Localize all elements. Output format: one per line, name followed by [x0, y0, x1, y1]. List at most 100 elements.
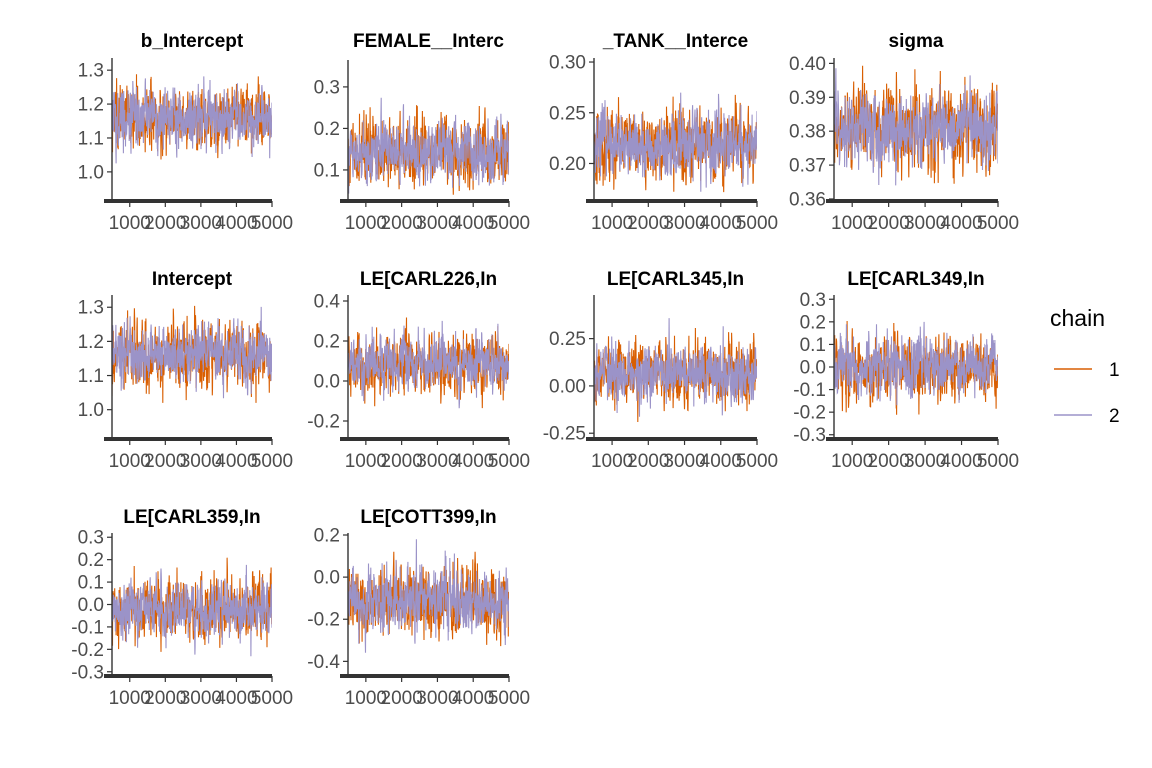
legend-label-chain-2: 2 — [1109, 406, 1120, 427]
trace-line-chain-2 — [112, 564, 272, 657]
y-tick-label: 1.3 — [78, 61, 104, 82]
panel-title: LE[CARL349,In — [847, 269, 984, 290]
panel-title: b_Intercept — [141, 31, 244, 52]
x-tick-label: 4000 — [452, 213, 494, 234]
y-tick-label: 1.1 — [78, 128, 104, 149]
x-tick-label: 2000 — [868, 213, 910, 234]
y-tick-label: 0.0 — [800, 358, 826, 379]
x-tick-label: 3000 — [663, 451, 705, 472]
x-tick-label: 5000 — [736, 451, 778, 472]
panel-title: LE[CARL226,In — [360, 269, 497, 290]
x-tick-label: 1000 — [591, 213, 633, 234]
panel-title: LE[CARL345,In — [607, 269, 744, 290]
y-tick-label: -0.2 — [307, 610, 340, 631]
y-tick-label: -0.4 — [307, 652, 340, 673]
y-tick-label: 1.0 — [78, 162, 104, 183]
trace-line-chain-2 — [834, 321, 998, 406]
y-tick-label: -0.2 — [307, 412, 340, 433]
x-tick-label: 5000 — [977, 451, 1019, 472]
x-tick-label: 2000 — [381, 688, 423, 709]
y-tick-label: 0.2 — [314, 526, 340, 547]
x-tick-label: 5000 — [488, 451, 530, 472]
y-tick-label: 0.20 — [549, 154, 586, 175]
panel-title: _TANK__Interce — [602, 31, 748, 52]
x-tick-label: 3000 — [180, 451, 222, 472]
x-tick-label: 1000 — [109, 451, 151, 472]
x-tick-label: 2000 — [627, 451, 669, 472]
y-tick-label: -0.1 — [71, 617, 104, 638]
y-tick-label: 0.4 — [314, 292, 341, 313]
x-tick-label: 2000 — [868, 451, 910, 472]
x-tick-label: 4000 — [700, 213, 742, 234]
x-tick-label: 4000 — [940, 213, 982, 234]
x-tick-label: 4000 — [700, 451, 742, 472]
trace-panel-9: -0.3-0.2-0.10.00.10.20.3 1000200030004000… — [71, 507, 293, 709]
x-tick-label: 2000 — [381, 451, 423, 472]
y-tick-label: -0.3 — [71, 662, 104, 683]
y-tick-label: 1.2 — [78, 332, 104, 353]
y-tick-label: 0.25 — [549, 329, 586, 350]
x-tick-label: 3000 — [416, 451, 458, 472]
x-tick-label: 3000 — [904, 213, 946, 234]
x-tick-label: 3000 — [904, 451, 946, 472]
x-tick-label: 5000 — [251, 688, 293, 709]
y-tick-label: 1.2 — [78, 95, 104, 116]
x-tick-label: 1000 — [591, 451, 633, 472]
y-tick-label: 0.3 — [314, 77, 340, 98]
x-tick-label: 1000 — [345, 451, 387, 472]
y-tick-label: 0.0 — [314, 372, 340, 393]
y-tick-label: 0.0 — [314, 568, 340, 589]
y-tick-label: 0.38 — [789, 122, 826, 143]
y-tick-label: 0.00 — [549, 376, 586, 397]
y-tick-label: 1.1 — [78, 366, 104, 387]
y-tick-label: 0.36 — [789, 190, 826, 211]
y-tick-label: 0.2 — [800, 312, 826, 333]
x-tick-label: 4000 — [215, 688, 257, 709]
y-tick-label: 0.3 — [78, 528, 104, 549]
x-tick-label: 2000 — [144, 688, 186, 709]
y-tick-label: 0.1 — [78, 573, 104, 594]
legend-title: chain — [1050, 305, 1105, 331]
y-tick-label: -0.25 — [543, 424, 586, 445]
x-tick-label: 3000 — [416, 688, 458, 709]
y-tick-label: 0.25 — [549, 103, 586, 124]
trace-line-chain-2 — [348, 320, 509, 409]
trace-panel-4: 0.36 0.37 0.38 0.39 0.40 10002000300040005000… — [789, 31, 1019, 234]
x-tick-label: 3000 — [416, 213, 458, 234]
y-tick-label: -0.2 — [71, 640, 104, 661]
panel-title: sigma — [889, 31, 944, 52]
y-tick-label: 1.0 — [78, 400, 104, 421]
x-tick-label: 2000 — [144, 451, 186, 472]
trace-panel-8: -0.3-0.2-0.10.00.10.20.3 1000200030004000… — [793, 269, 1019, 472]
x-tick-label: 5000 — [251, 213, 293, 234]
legend-label-chain-1: 1 — [1109, 360, 1120, 381]
x-tick-label: 3000 — [180, 213, 222, 234]
x-tick-label: 5000 — [251, 451, 293, 472]
x-tick-label: 2000 — [627, 213, 669, 234]
trace-line-chain-2 — [594, 92, 757, 192]
x-tick-label: 4000 — [940, 451, 982, 472]
x-tick-label: 1000 — [109, 688, 151, 709]
y-tick-label: 0.37 — [789, 156, 826, 177]
x-tick-label: 5000 — [488, 213, 530, 234]
x-tick-label: 2000 — [144, 213, 186, 234]
x-tick-label: 1000 — [109, 213, 151, 234]
y-tick-label: 0.3 — [800, 290, 826, 311]
x-tick-label: 2000 — [381, 213, 423, 234]
x-tick-label: 1000 — [345, 688, 387, 709]
y-tick-label: 0.1 — [800, 335, 826, 356]
y-tick-label: 0.2 — [314, 119, 340, 140]
x-tick-label: 1000 — [831, 451, 873, 472]
trace-line-chain-2 — [112, 76, 272, 164]
x-tick-label: 3000 — [663, 213, 705, 234]
y-tick-label: -0.3 — [793, 425, 826, 446]
panel-title: LE[CARL359,In — [123, 507, 260, 528]
trace-line-chain-2 — [112, 306, 272, 399]
